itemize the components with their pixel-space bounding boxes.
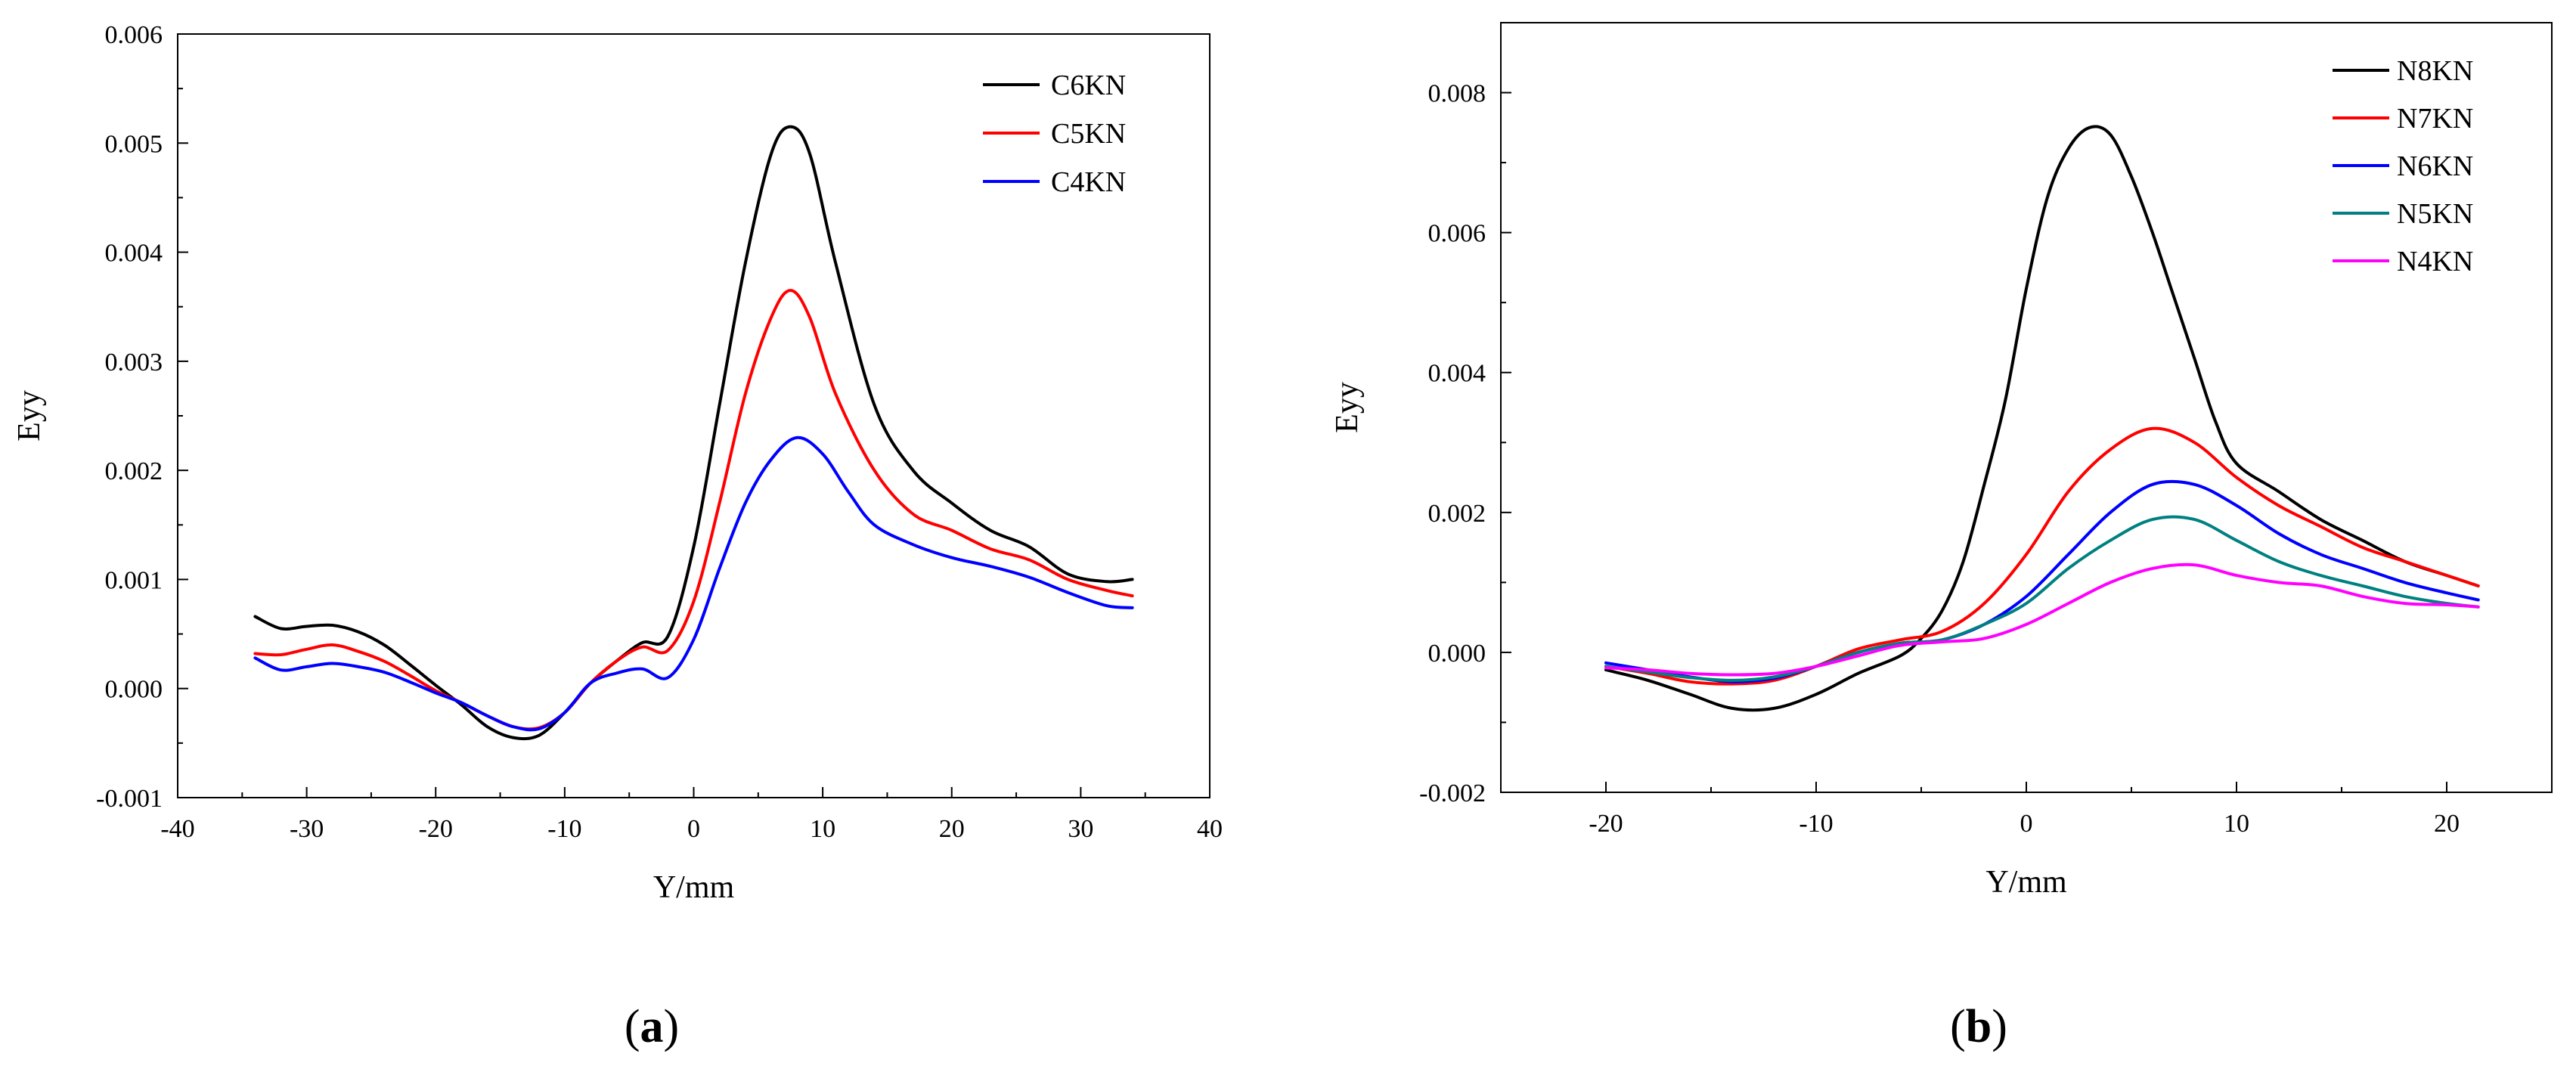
legend: N8KN N7KN N6KN N5KN N4KN bbox=[2333, 55, 2473, 277]
legend-label-n5kn: N5KN bbox=[2397, 198, 2473, 230]
y-tick-label: 0.006 bbox=[105, 21, 163, 49]
series-line-c5kn bbox=[253, 289, 1134, 731]
y-tick-label: 0.002 bbox=[1428, 500, 1486, 528]
legend-label-n7kn: N7KN bbox=[2397, 103, 2473, 135]
y-tick-label: 0.002 bbox=[105, 457, 163, 485]
series-line-n6kn bbox=[1604, 479, 2480, 683]
x-axis-title: Y/mm bbox=[1985, 865, 2067, 900]
y-tick-label: 0.000 bbox=[1428, 640, 1486, 668]
y-tick-label: 0.003 bbox=[105, 349, 163, 377]
y-tick-label: 0.001 bbox=[105, 566, 163, 594]
x-axis-title: Y/mm bbox=[653, 870, 735, 905]
x-tick-label: -30 bbox=[290, 815, 324, 843]
x-tick-label: 20 bbox=[939, 815, 965, 843]
y-tick-label: 0.004 bbox=[1428, 360, 1486, 388]
x-tick-label: -20 bbox=[1589, 810, 1623, 838]
legend-label-c4kn: C4KN bbox=[1051, 166, 1126, 198]
legend-label-n4kn: N4KN bbox=[2397, 246, 2473, 277]
series-line-n7kn bbox=[1604, 426, 2480, 686]
x-tick-label: 0 bbox=[687, 815, 700, 843]
series-line-c4kn bbox=[253, 435, 1134, 732]
x-tick-label: 10 bbox=[2224, 810, 2249, 838]
panel-label: (b) bbox=[1950, 1001, 2007, 1052]
x-tick-label: -20 bbox=[419, 815, 453, 843]
y-axis-title: Eyy bbox=[12, 390, 47, 442]
panel-label: (a) bbox=[625, 1001, 679, 1052]
y-tick-label: -0.002 bbox=[1419, 779, 1486, 807]
x-tick-label: -10 bbox=[1799, 810, 1833, 838]
x-tick-label: 30 bbox=[1068, 815, 1093, 843]
series-line-n5kn bbox=[1604, 515, 2480, 682]
y-tick-label: 0.005 bbox=[105, 130, 163, 158]
x-tick-label: 10 bbox=[810, 815, 835, 843]
y-axis-title: Eyy bbox=[1330, 382, 1365, 433]
x-tick-label: -40 bbox=[160, 815, 194, 843]
y-tick-label: 0.006 bbox=[1428, 220, 1486, 248]
legend: C6KN C5KN C4KN bbox=[983, 70, 1126, 198]
legend-label-c5kn: C5KN bbox=[1051, 118, 1126, 150]
chart-panel-a: -40 -30 -20 -10 0 10 20 30 40 -0.001 0.000 0.001 0.0… bbox=[12, 21, 1223, 1052]
x-tick-label: 20 bbox=[2434, 810, 2460, 838]
chart-panel-b: -20 -10 0 10 20 -0.002 0.000 0.002 0.004 0.006 0.0… bbox=[1330, 22, 2553, 1052]
y-tick-label: 0.008 bbox=[1428, 80, 1486, 108]
x-tick-label: -10 bbox=[547, 815, 581, 843]
x-tick-label: 40 bbox=[1197, 815, 1223, 843]
series-line-c6kn bbox=[253, 125, 1134, 741]
y-tick-label: -0.001 bbox=[96, 785, 163, 813]
legend-label-n6kn: N6KN bbox=[2397, 150, 2473, 182]
x-tick-label: 0 bbox=[2020, 810, 2033, 838]
legend-label-c6kn: C6KN bbox=[1051, 70, 1126, 101]
series-line-n8kn bbox=[1604, 125, 2480, 712]
y-tick-label: 0.004 bbox=[105, 240, 163, 268]
series-line-n4kn bbox=[1604, 562, 2480, 677]
legend-label-n8kn: N8KN bbox=[2397, 55, 2473, 87]
y-tick-label: 0.000 bbox=[105, 676, 163, 704]
